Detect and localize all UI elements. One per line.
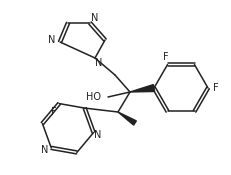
Polygon shape — [118, 112, 136, 125]
Text: N: N — [95, 58, 103, 68]
Text: F: F — [163, 52, 168, 62]
Text: N: N — [91, 13, 99, 23]
Text: HO: HO — [86, 92, 101, 102]
Text: N: N — [94, 130, 101, 139]
Polygon shape — [130, 85, 155, 92]
Text: F: F — [213, 83, 219, 93]
Text: F: F — [51, 107, 57, 117]
Text: N: N — [41, 145, 48, 155]
Text: N: N — [48, 35, 56, 45]
